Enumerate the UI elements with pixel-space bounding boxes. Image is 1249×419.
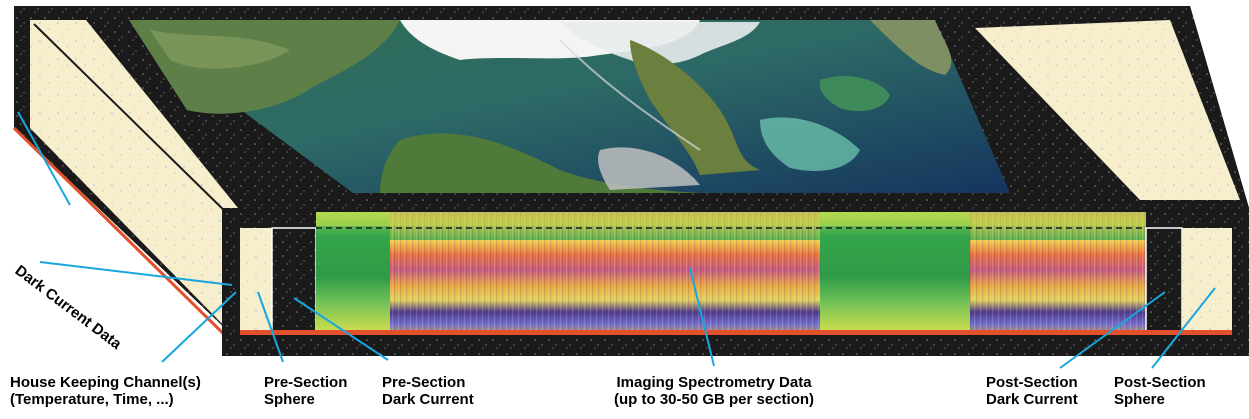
- imaging-spectrometry-label: Imaging Spectrometry Data (up to 30-50 G…: [614, 374, 815, 408]
- post-section-sphere-label: Post-Section Sphere: [1114, 374, 1206, 408]
- pre-section-dark-current-block: [271, 227, 317, 333]
- right-side-face: [935, 6, 1249, 208]
- leader-lines: [17, 111, 1216, 369]
- imaging-spectrometry-data-block: [316, 212, 1146, 330]
- house-keeping-label: House Keeping Channel(s) (Temperature, T…: [10, 374, 201, 408]
- post-section-dark-current-label: Post-Section Dark Current: [986, 374, 1078, 408]
- left-side-face: [12, 6, 250, 352]
- pre-section-sphere-label: Pre-Section Sphere: [264, 374, 348, 408]
- post-section-sphere-block: [1182, 228, 1232, 332]
- top-face: [20, 6, 1249, 208]
- front-face: [222, 208, 1249, 356]
- satellite-scene-icon: [120, 20, 1010, 193]
- post-section-dark-current-block: [1145, 227, 1183, 333]
- pre-section-dark-current-label: Pre-Section Dark Current: [382, 374, 474, 408]
- house-keeping-stripe: [240, 330, 1232, 335]
